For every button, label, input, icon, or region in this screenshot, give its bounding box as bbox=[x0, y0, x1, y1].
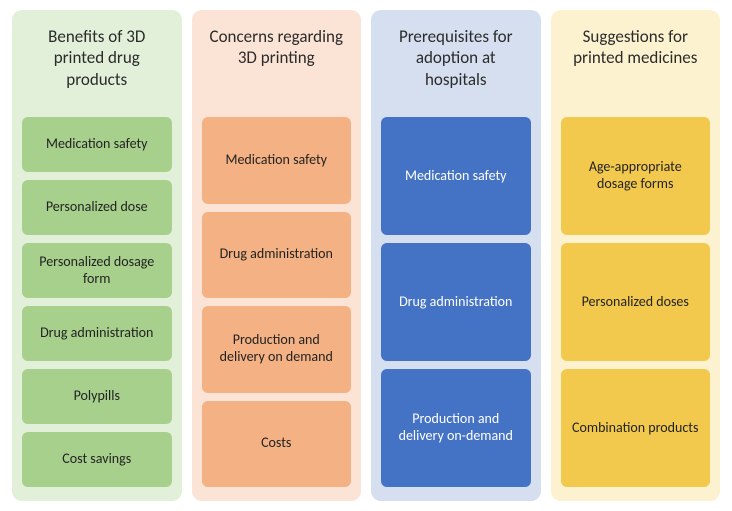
list-item: Medication safety bbox=[202, 117, 352, 204]
list-item: Drug administration bbox=[202, 212, 352, 299]
column-items: Age-appropriate dosage forms Personalize… bbox=[561, 117, 711, 487]
column-suggestions: Suggestions for printed medicines Age-ap… bbox=[551, 10, 721, 501]
list-item: Costs bbox=[202, 401, 352, 488]
list-item: Production and delivery on demand bbox=[202, 306, 352, 393]
list-item: Cost savings bbox=[22, 432, 172, 487]
column-items: Medication safety Drug administration Pr… bbox=[202, 117, 352, 487]
column-items: Medication safety Personalized dose Pers… bbox=[22, 117, 172, 487]
column-header: Concerns regarding 3D printing bbox=[202, 22, 352, 117]
list-item: Personalized dosage form bbox=[22, 243, 172, 298]
infographic-container: Benefits of 3D printed drug products Med… bbox=[0, 0, 732, 511]
list-item: Personalized dose bbox=[22, 180, 172, 235]
column-concerns: Concerns regarding 3D printing Medicatio… bbox=[192, 10, 362, 501]
list-item: Combination products bbox=[561, 369, 711, 487]
column-prerequisites: Prerequisites for adoption at hospitals … bbox=[371, 10, 541, 501]
column-benefits: Benefits of 3D printed drug products Med… bbox=[12, 10, 182, 501]
list-item: Production and delivery on-demand bbox=[381, 369, 531, 487]
list-item: Drug administration bbox=[381, 243, 531, 361]
column-header: Suggestions for printed medicines bbox=[561, 22, 711, 117]
list-item: Medication safety bbox=[22, 117, 172, 172]
list-item: Drug administration bbox=[22, 306, 172, 361]
column-header: Prerequisites for adoption at hospitals bbox=[381, 22, 531, 117]
column-header: Benefits of 3D printed drug products bbox=[22, 22, 172, 117]
list-item: Personalized doses bbox=[561, 243, 711, 361]
list-item: Polypills bbox=[22, 369, 172, 424]
list-item: Medication safety bbox=[381, 117, 531, 235]
column-items: Medication safety Drug administration Pr… bbox=[381, 117, 531, 487]
list-item: Age-appropriate dosage forms bbox=[561, 117, 711, 235]
